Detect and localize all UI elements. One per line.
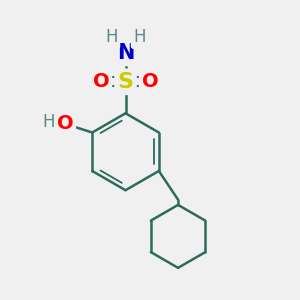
Text: N: N	[117, 43, 134, 63]
Text: O: O	[142, 72, 158, 91]
Text: S: S	[118, 72, 134, 92]
Text: O: O	[57, 114, 73, 133]
Text: O: O	[93, 72, 110, 91]
Text: H: H	[105, 28, 118, 46]
Text: H: H	[42, 113, 54, 131]
Text: H: H	[133, 28, 146, 46]
